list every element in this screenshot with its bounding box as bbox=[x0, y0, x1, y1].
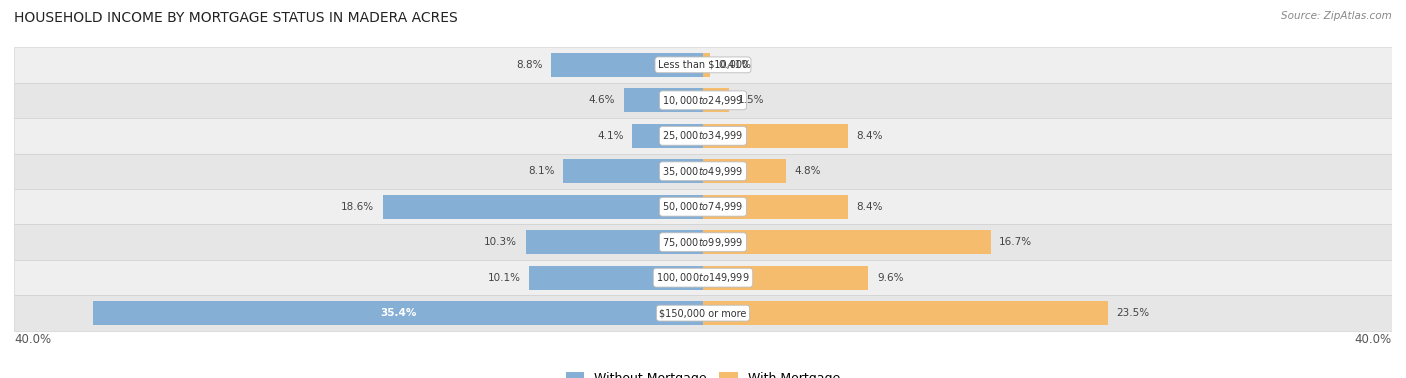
Text: $25,000 to $34,999: $25,000 to $34,999 bbox=[662, 129, 744, 142]
Bar bbox=[14, 118, 1392, 153]
Bar bbox=[564, 159, 703, 183]
Text: 8.1%: 8.1% bbox=[529, 166, 555, 176]
Bar bbox=[551, 53, 703, 77]
Bar bbox=[14, 153, 1392, 189]
Text: 18.6%: 18.6% bbox=[340, 202, 374, 212]
Bar bbox=[703, 159, 786, 183]
Bar bbox=[703, 195, 848, 219]
Text: 8.8%: 8.8% bbox=[516, 60, 543, 70]
Bar bbox=[14, 47, 1392, 83]
Text: $75,000 to $99,999: $75,000 to $99,999 bbox=[662, 236, 744, 249]
Bar bbox=[703, 53, 710, 77]
Text: 0.41%: 0.41% bbox=[718, 60, 752, 70]
Bar bbox=[14, 189, 1392, 225]
Legend: Without Mortgage, With Mortgage: Without Mortgage, With Mortgage bbox=[561, 367, 845, 378]
Text: Source: ZipAtlas.com: Source: ZipAtlas.com bbox=[1281, 11, 1392, 21]
Bar bbox=[529, 266, 703, 290]
Text: 4.8%: 4.8% bbox=[794, 166, 821, 176]
Bar bbox=[633, 124, 703, 148]
Bar bbox=[703, 124, 848, 148]
Bar bbox=[703, 266, 869, 290]
Bar bbox=[93, 301, 703, 325]
Bar bbox=[703, 301, 1108, 325]
Text: Less than $10,000: Less than $10,000 bbox=[658, 60, 748, 70]
Text: HOUSEHOLD INCOME BY MORTGAGE STATUS IN MADERA ACRES: HOUSEHOLD INCOME BY MORTGAGE STATUS IN M… bbox=[14, 11, 458, 25]
Text: 10.3%: 10.3% bbox=[484, 237, 517, 247]
Bar bbox=[382, 195, 703, 219]
Text: 1.5%: 1.5% bbox=[738, 95, 763, 105]
Text: 23.5%: 23.5% bbox=[1116, 308, 1150, 318]
Bar bbox=[624, 88, 703, 112]
Bar bbox=[703, 230, 991, 254]
Text: 35.4%: 35.4% bbox=[380, 308, 416, 318]
Text: 16.7%: 16.7% bbox=[1000, 237, 1032, 247]
Text: $100,000 to $149,999: $100,000 to $149,999 bbox=[657, 271, 749, 284]
Text: $10,000 to $24,999: $10,000 to $24,999 bbox=[662, 94, 744, 107]
Bar bbox=[703, 88, 728, 112]
Bar bbox=[14, 225, 1392, 260]
Text: 40.0%: 40.0% bbox=[14, 333, 51, 345]
Text: 4.1%: 4.1% bbox=[598, 131, 624, 141]
Text: $50,000 to $74,999: $50,000 to $74,999 bbox=[662, 200, 744, 213]
Text: $35,000 to $49,999: $35,000 to $49,999 bbox=[662, 165, 744, 178]
Text: 8.4%: 8.4% bbox=[856, 202, 883, 212]
Bar bbox=[14, 260, 1392, 295]
Text: 9.6%: 9.6% bbox=[877, 273, 904, 283]
Bar bbox=[14, 83, 1392, 118]
Text: 8.4%: 8.4% bbox=[856, 131, 883, 141]
Bar bbox=[526, 230, 703, 254]
Text: 40.0%: 40.0% bbox=[1355, 333, 1392, 345]
Bar bbox=[14, 295, 1392, 331]
Text: $150,000 or more: $150,000 or more bbox=[659, 308, 747, 318]
Text: 4.6%: 4.6% bbox=[589, 95, 616, 105]
Text: 10.1%: 10.1% bbox=[488, 273, 520, 283]
